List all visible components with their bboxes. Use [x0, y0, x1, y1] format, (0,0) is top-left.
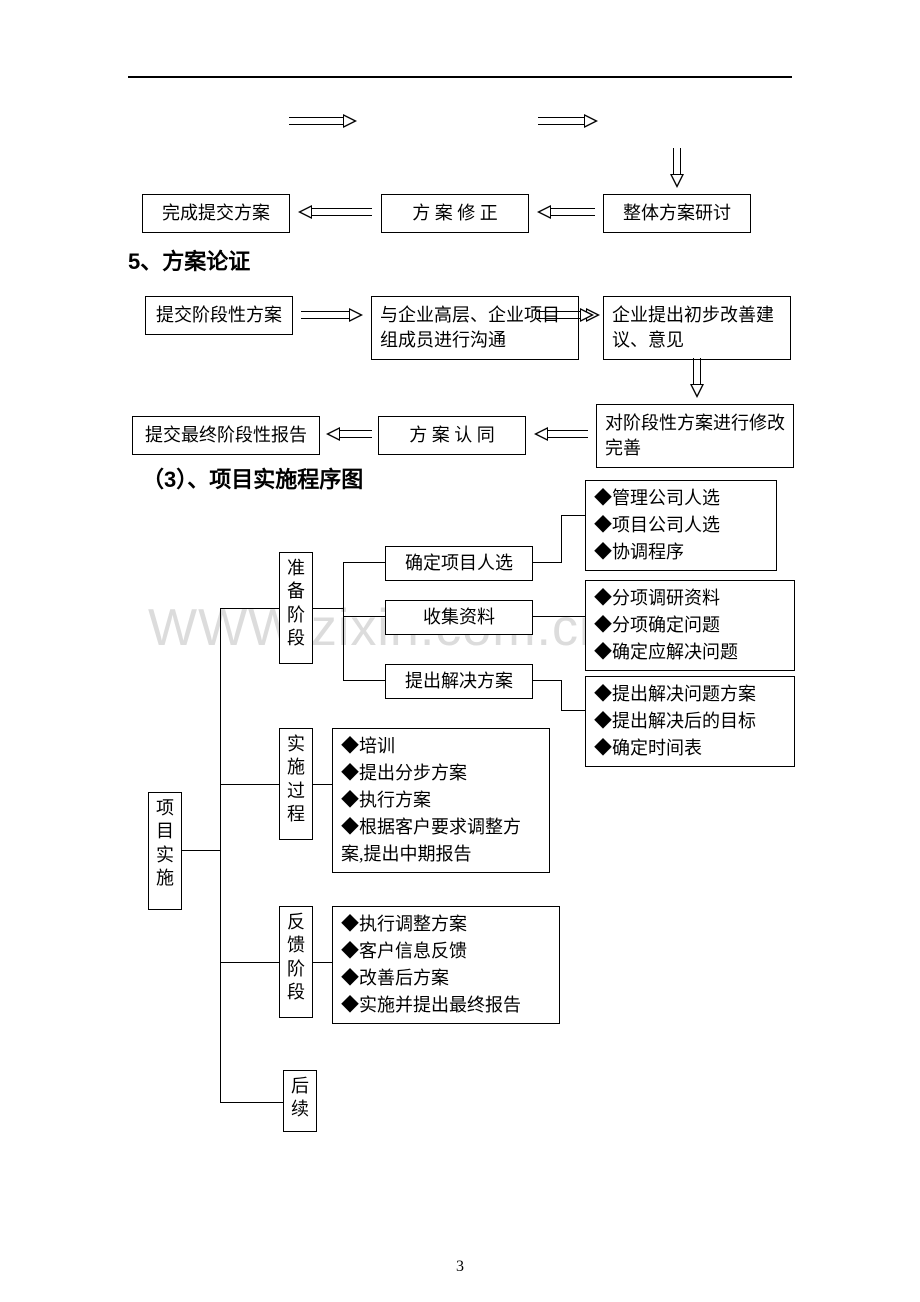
text: 提交最终阶段性报告 [145, 425, 307, 445]
page: 完成提交方案 方 案 修 正 整体方案研讨 5、方案论证 提交阶段性方案 与企业… [0, 0, 920, 1302]
text: 提交阶段性方案 [156, 305, 282, 325]
connector [533, 616, 585, 617]
feedback-box: ◆执行调整方案 ◆客户信息反馈 ◆改善后方案 ◆实施并提出最终报告 [332, 906, 560, 1024]
side-box-2: ◆分项调研资料 ◆分项确定问题 ◆确定应解决问题 [585, 580, 795, 671]
list-item: ◆协调程序 [594, 539, 768, 566]
arrow-down-icon [690, 358, 704, 398]
arrow-left-icon [534, 427, 588, 441]
prep-row-3: 提出解决方案 [385, 664, 533, 699]
text: 方 案 修 正 [412, 203, 498, 223]
flow2-box-submit-stage: 提交阶段性方案 [145, 296, 293, 335]
flow2-box-communicate: 与企业高层、企业项目组成员进行沟通 [371, 296, 579, 360]
text: 确定项目人选 [405, 553, 513, 573]
text: 收集资料 [423, 607, 495, 627]
connector [561, 515, 562, 563]
connector [533, 680, 561, 681]
flow2-box-approve: 方 案 认 同 [378, 416, 526, 455]
connector [220, 608, 221, 1102]
heading-3: （3）、项目实施程序图 [142, 462, 363, 494]
connector [533, 562, 561, 563]
text: 实施过程 [280, 733, 312, 827]
connector [561, 710, 585, 711]
list-item: ◆培训 [341, 733, 541, 760]
flow1-box-revise: 方 案 修 正 [381, 194, 529, 233]
list-item: ◆分项调研资料 [594, 585, 786, 612]
flow1-box-finish: 完成提交方案 [142, 194, 290, 233]
list-item: ◆提出解决问题方案 [594, 681, 786, 708]
exec-box: ◆培训 ◆提出分步方案 ◆执行方案 ◆根据客户要求调整方案,提出中期报告 [332, 728, 550, 873]
arrow-right-icon [289, 114, 357, 128]
text: 后续 [284, 1075, 316, 1122]
connector [343, 680, 385, 681]
arrow-left-icon [537, 205, 595, 219]
list-item: ◆确定时间表 [594, 735, 786, 762]
list-item: ◆确定应解决问题 [594, 639, 786, 666]
flow2-box-improve: 对阶段性方案进行修改完善 [596, 404, 794, 468]
connector [313, 784, 332, 785]
stage-exec: 实施过程 [279, 728, 313, 840]
list-item: ◆根据客户要求调整方案,提出中期报告 [341, 814, 541, 868]
connector [182, 850, 220, 851]
arrow-left-icon [298, 205, 372, 219]
connector [220, 608, 279, 609]
list-item: ◆客户信息反馈 [341, 938, 551, 965]
prep-row-2: 收集资料 [385, 600, 533, 635]
list-item: ◆提出解决后的目标 [594, 708, 786, 735]
connector [343, 616, 385, 617]
arrow-right-icon [536, 308, 594, 322]
text: 项目实施 [149, 797, 181, 891]
prep-row-1: 确定项目人选 [385, 546, 533, 581]
text: 企业提出初步改善建议、意见 [612, 305, 774, 350]
text: 准备阶段 [280, 557, 312, 651]
side-box-1: ◆管理公司人选 ◆项目公司人选 ◆协调程序 [585, 480, 777, 571]
stage-feedback: 反馈阶段 [279, 906, 313, 1018]
watermark: WWW.zixin.com.cn [148, 598, 609, 658]
flow2-box-suggestions: 企业提出初步改善建议、意见 [603, 296, 791, 360]
list-item: ◆分项确定问题 [594, 612, 786, 639]
connector [561, 680, 562, 710]
arrow-down-icon [670, 148, 684, 188]
connector [220, 962, 279, 963]
page-number: 3 [456, 1258, 464, 1276]
impl-root: 项目实施 [148, 792, 182, 910]
connector [313, 608, 343, 609]
text: 反馈阶段 [280, 911, 312, 1005]
text: 提出解决方案 [405, 671, 513, 691]
stage-prep: 准备阶段 [279, 552, 313, 664]
header-rule [128, 76, 792, 78]
arrow-right-icon [301, 308, 363, 322]
list-item: ◆执行调整方案 [341, 911, 551, 938]
stage-follow: 后续 [283, 1070, 317, 1132]
connector [561, 515, 585, 516]
connector [343, 562, 385, 563]
text: 整体方案研讨 [623, 203, 731, 223]
list-item: ◆管理公司人选 [594, 485, 768, 512]
connector [343, 562, 344, 680]
flow2-box-final-report: 提交最终阶段性报告 [132, 416, 320, 455]
list-item: ◆提出分步方案 [341, 760, 541, 787]
list-item: ◆实施并提出最终报告 [341, 992, 551, 1019]
text: 与企业高层、企业项目组成员进行沟通 [380, 305, 560, 350]
connector [313, 962, 332, 963]
text: 方 案 认 同 [409, 425, 495, 445]
arrow-left-icon [326, 427, 372, 441]
text: 对阶段性方案进行修改完善 [605, 413, 785, 458]
arrow-right-icon [538, 114, 598, 128]
list-item: ◆执行方案 [341, 787, 541, 814]
list-item: ◆项目公司人选 [594, 512, 768, 539]
heading-5: 5、方案论证 [128, 244, 250, 276]
side-box-3: ◆提出解决问题方案 ◆提出解决后的目标 ◆确定时间表 [585, 676, 795, 767]
connector [220, 1102, 283, 1103]
connector [220, 784, 279, 785]
text: 完成提交方案 [162, 203, 270, 223]
flow1-box-review: 整体方案研讨 [603, 194, 751, 233]
list-item: ◆改善后方案 [341, 965, 551, 992]
